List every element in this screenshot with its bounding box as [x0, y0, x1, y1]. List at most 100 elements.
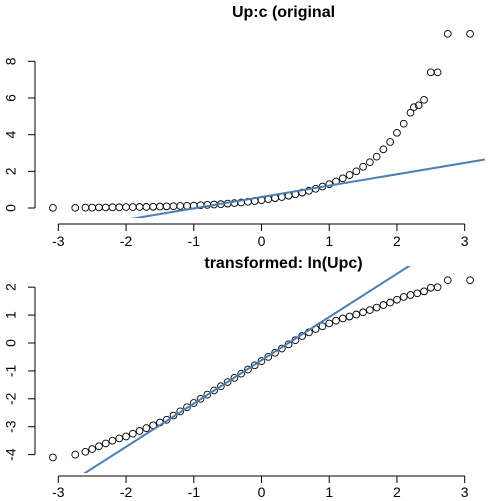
- data-point: [414, 101, 423, 110]
- data-point: [81, 203, 90, 212]
- data-point: [338, 174, 347, 183]
- data-point: [399, 119, 408, 128]
- data-point: [426, 283, 435, 292]
- y-tick-label: 4: [3, 131, 19, 139]
- data-point: [49, 453, 57, 462]
- x-tick-label: 0: [258, 233, 266, 249]
- data-point: [443, 29, 452, 38]
- qq-reference-line: [130, 158, 485, 218]
- data-point: [426, 68, 435, 77]
- y-tick-label: 0: [3, 204, 19, 212]
- data-point: [366, 306, 374, 314]
- data-point: [101, 439, 110, 448]
- data-point: [399, 293, 408, 301]
- data-point: [410, 103, 418, 112]
- data-point: [406, 291, 415, 299]
- data-point: [264, 353, 273, 361]
- data-point: [379, 301, 388, 309]
- data-point: [244, 365, 252, 374]
- panel-transformed: transformed: ln(Upc) -3 -2 -1 0 1 2 3 -4 -3 -2 -1 0 1…: [3, 255, 474, 500]
- data-point: [142, 203, 151, 211]
- data-point: [466, 29, 474, 38]
- x-tick-label: 1: [325, 233, 333, 249]
- data-point: [318, 322, 327, 331]
- data-point: [466, 276, 474, 285]
- y-tick-label: 2: [3, 167, 19, 175]
- data-point: [325, 319, 334, 328]
- y-tick-label: 8: [3, 57, 19, 65]
- data-point: [413, 289, 422, 298]
- data-point: [149, 202, 157, 211]
- data-point: [345, 312, 354, 321]
- data-point: [196, 394, 205, 403]
- x-tick-label: -1: [188, 233, 201, 249]
- data-point: [386, 138, 395, 146]
- data-point: [406, 108, 415, 117]
- qq-reference-line: [83, 266, 411, 473]
- data-point: [71, 450, 80, 459]
- x-tick-label: 3: [461, 484, 469, 500]
- data-point: [122, 432, 130, 441]
- data-point: [210, 386, 218, 395]
- data-point: [203, 390, 212, 399]
- data-point: [176, 407, 185, 416]
- data-point: [142, 424, 151, 432]
- data-point: [108, 436, 117, 445]
- data-point: [372, 303, 381, 312]
- data-point: [128, 429, 137, 438]
- data-point: [433, 283, 442, 292]
- data-point: [420, 287, 428, 296]
- data-point: [128, 203, 137, 211]
- y-tick-label: -1: [3, 364, 19, 377]
- data-point: [359, 308, 367, 317]
- panel-original: Up:c (original -3 -2 -1 0 1 2 3 0 2 4 6 8: [3, 4, 485, 249]
- data-point: [122, 203, 130, 211]
- x-tick-label: -3: [52, 233, 65, 249]
- data-point: [217, 382, 225, 391]
- x-tick-label: -2: [120, 484, 133, 500]
- data-point: [386, 298, 395, 307]
- data-point: [338, 314, 347, 323]
- data-point: [176, 202, 185, 210]
- x-tick-label: -1: [188, 484, 201, 500]
- x-tick-label: 0: [258, 484, 266, 500]
- data-point: [88, 445, 97, 453]
- data-point: [88, 203, 97, 212]
- data-point: [101, 203, 110, 212]
- x-tick-label: 2: [393, 233, 401, 249]
- data-point: [372, 152, 381, 161]
- data-point: [223, 378, 232, 386]
- data-point: [95, 442, 103, 451]
- data-point: [81, 447, 90, 456]
- y-tick-label: 6: [3, 94, 19, 102]
- data-point: [162, 202, 171, 211]
- data-point: [169, 411, 178, 420]
- data-point: [230, 374, 239, 382]
- data-point: [433, 68, 442, 77]
- data-point: [352, 310, 361, 319]
- data-point: [183, 403, 191, 412]
- y-tick-label: 0: [3, 339, 19, 347]
- data-point: [332, 316, 340, 325]
- y-tick-label: 1: [3, 311, 19, 319]
- data-point: [115, 434, 124, 443]
- y-tick-label: -4: [3, 448, 19, 461]
- data-point: [393, 128, 401, 137]
- data-point: [115, 203, 124, 212]
- data-point: [156, 202, 164, 211]
- data-point: [250, 361, 259, 370]
- data-point: [169, 202, 178, 211]
- y-tick-label: 2: [3, 283, 19, 291]
- data-point: [135, 427, 144, 435]
- data-point: [135, 203, 144, 211]
- data-point: [379, 145, 388, 154]
- data-point: [443, 276, 452, 285]
- data-point: [108, 203, 117, 212]
- x-tick-label: -3: [52, 484, 65, 500]
- data-point: [393, 295, 401, 304]
- data-point: [305, 186, 313, 195]
- data-point: [366, 158, 374, 167]
- data-point: [257, 357, 266, 365]
